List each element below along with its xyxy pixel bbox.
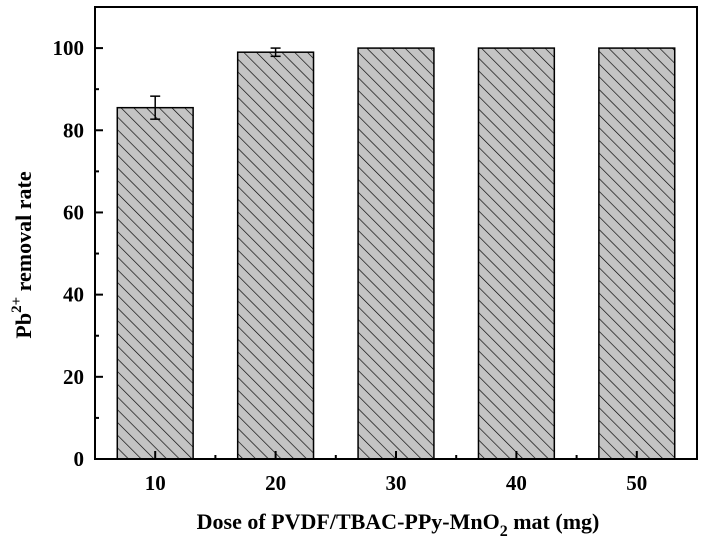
bar-10 (116, 106, 194, 460)
bar-30 (357, 47, 435, 460)
y-tick-label-40: 40 (63, 283, 84, 307)
bar-50 (598, 47, 676, 460)
y-tick-label-80: 80 (63, 118, 84, 142)
bar-20 (236, 51, 315, 460)
x-tick-label-20: 20 (265, 471, 286, 495)
x-tick-label-30: 30 (386, 471, 407, 495)
x-axis-title-prefix: Dose of PVDF/TBAC-PPy-MnO (197, 509, 500, 534)
bar-40 (477, 47, 556, 460)
y-tick-label-100: 100 (53, 36, 85, 60)
x-tick-label-10: 10 (145, 471, 166, 495)
x-tick-label-40: 40 (506, 471, 527, 495)
x-axis-title: Dose of PVDF/TBAC-PPy-MnO2 mat (mg) (197, 509, 600, 540)
x-axis-title-suffix: mat (mg) (508, 509, 600, 534)
y-axis-title: Pb2+ removal rate (9, 171, 36, 338)
y-axis-title-base: Pb (11, 313, 36, 339)
x-axis-title-subscript: 2 (500, 523, 508, 540)
y-tick-label-60: 60 (63, 200, 84, 224)
y-axis-title-suffix: removal rate (11, 171, 36, 297)
y-tick-label-0: 0 (74, 447, 85, 471)
y-axis-title-superscript: 2+ (9, 297, 25, 313)
y-tick-label-20: 20 (63, 365, 84, 389)
plot-area: 0 20 40 60 80 100 10 20 30 40 50 (53, 6, 698, 495)
x-tick-label-50: 50 (626, 471, 647, 495)
